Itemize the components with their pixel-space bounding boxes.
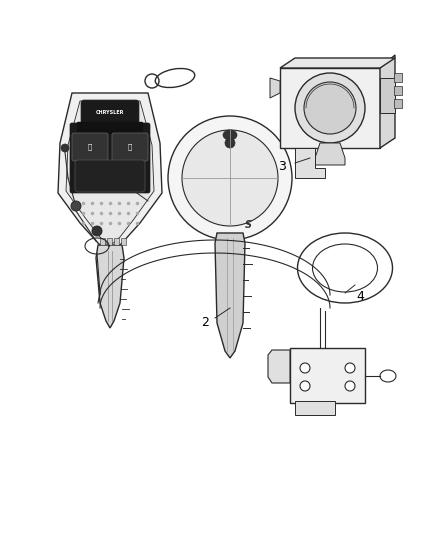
FancyBboxPatch shape bbox=[280, 68, 380, 148]
Polygon shape bbox=[295, 148, 325, 178]
Ellipse shape bbox=[312, 244, 378, 292]
Circle shape bbox=[300, 381, 310, 391]
Circle shape bbox=[145, 74, 159, 88]
FancyBboxPatch shape bbox=[295, 401, 335, 415]
FancyBboxPatch shape bbox=[394, 86, 402, 95]
Polygon shape bbox=[215, 233, 245, 358]
Polygon shape bbox=[58, 93, 162, 255]
FancyBboxPatch shape bbox=[394, 99, 402, 108]
FancyBboxPatch shape bbox=[380, 78, 395, 113]
FancyBboxPatch shape bbox=[112, 133, 148, 161]
Circle shape bbox=[92, 226, 102, 236]
Ellipse shape bbox=[304, 82, 356, 134]
Circle shape bbox=[168, 116, 292, 240]
Text: 3: 3 bbox=[278, 159, 286, 173]
FancyBboxPatch shape bbox=[72, 133, 108, 161]
FancyBboxPatch shape bbox=[394, 73, 402, 82]
Ellipse shape bbox=[223, 130, 237, 140]
FancyBboxPatch shape bbox=[75, 160, 145, 192]
Polygon shape bbox=[121, 238, 126, 245]
Polygon shape bbox=[100, 238, 105, 245]
Circle shape bbox=[345, 381, 355, 391]
Circle shape bbox=[345, 363, 355, 373]
Polygon shape bbox=[380, 55, 395, 148]
Text: 4: 4 bbox=[356, 289, 364, 303]
FancyBboxPatch shape bbox=[77, 122, 143, 134]
Circle shape bbox=[225, 138, 235, 148]
Polygon shape bbox=[280, 58, 395, 68]
Polygon shape bbox=[66, 101, 154, 246]
Circle shape bbox=[182, 130, 278, 226]
Polygon shape bbox=[315, 143, 345, 165]
Text: 🔒: 🔒 bbox=[88, 144, 92, 150]
Ellipse shape bbox=[297, 233, 392, 303]
FancyBboxPatch shape bbox=[70, 123, 150, 193]
Ellipse shape bbox=[295, 73, 365, 143]
Text: 5: 5 bbox=[76, 166, 84, 180]
Circle shape bbox=[300, 363, 310, 373]
Polygon shape bbox=[107, 238, 112, 245]
Circle shape bbox=[61, 144, 69, 152]
Text: 1: 1 bbox=[86, 179, 94, 191]
Text: S: S bbox=[244, 220, 251, 230]
Text: CHRYSLER: CHRYSLER bbox=[96, 110, 124, 116]
Polygon shape bbox=[268, 350, 290, 383]
Polygon shape bbox=[270, 78, 280, 98]
Polygon shape bbox=[96, 245, 124, 328]
Text: 2: 2 bbox=[201, 317, 209, 329]
Polygon shape bbox=[114, 238, 119, 245]
FancyBboxPatch shape bbox=[290, 348, 365, 403]
FancyBboxPatch shape bbox=[81, 100, 139, 126]
Text: 🔓: 🔓 bbox=[128, 144, 132, 150]
Circle shape bbox=[71, 201, 81, 211]
